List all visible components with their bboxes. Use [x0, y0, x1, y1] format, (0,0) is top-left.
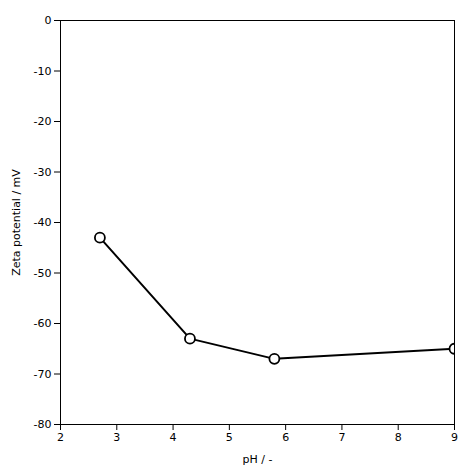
svg-text:-40: -40 [34, 216, 52, 229]
svg-text:-30: -30 [34, 166, 52, 179]
svg-text:9: 9 [451, 431, 458, 444]
svg-text:8: 8 [395, 431, 402, 444]
svg-text:6: 6 [282, 431, 289, 444]
svg-text:-60: -60 [34, 317, 52, 330]
svg-text:-50: -50 [34, 267, 52, 280]
svg-text:-20: -20 [34, 115, 52, 128]
svg-text:3: 3 [113, 431, 120, 444]
svg-text:2: 2 [57, 431, 64, 444]
svg-text:0: 0 [45, 14, 52, 27]
svg-text:-10: -10 [34, 65, 52, 78]
svg-text:-70: -70 [34, 368, 52, 381]
svg-text:pH / -: pH / - [243, 453, 273, 466]
svg-text:7: 7 [338, 431, 345, 444]
svg-text:5: 5 [226, 431, 233, 444]
svg-text:4: 4 [170, 431, 177, 444]
svg-text:-80: -80 [34, 418, 52, 431]
svg-text:Zeta potential / mV: Zeta potential / mV [10, 169, 23, 276]
